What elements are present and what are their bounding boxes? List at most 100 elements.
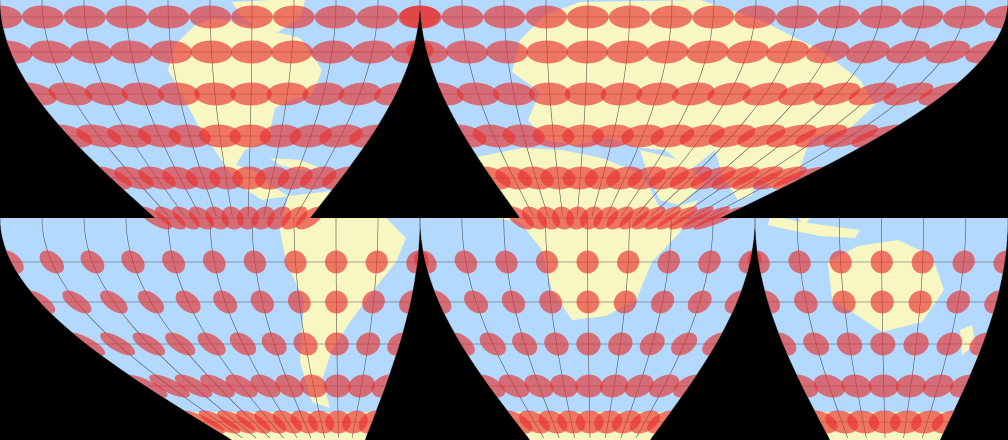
- tissot-ellipse: [687, 290, 712, 314]
- tissot-ellipse: [650, 290, 675, 314]
- tissot-ellipse: [639, 332, 665, 356]
- tissot-ellipse: [202, 250, 226, 274]
- tissot-ellipse: [806, 40, 850, 64]
- tissot-ellipse: [456, 82, 500, 106]
- tissot-ellipse: [495, 250, 518, 274]
- tissot-ellipse: [870, 332, 896, 356]
- tissot-ellipse: [936, 332, 963, 356]
- tissot-ellipse: [539, 290, 563, 314]
- tissot-ellipse: [566, 40, 609, 64]
- tissot-ellipse: [600, 374, 629, 398]
- tissot-ellipse: [788, 250, 811, 274]
- tissot-ellipse: [231, 5, 273, 29]
- tissot-ellipse: [576, 290, 600, 314]
- tissot-ellipse: [656, 206, 698, 230]
- tissot-ellipse: [883, 82, 934, 106]
- tissot-ellipse: [669, 206, 714, 230]
- tissot-ellipse: [803, 332, 830, 356]
- tissot-ellipse: [600, 82, 643, 106]
- tissot-ellipse: [229, 332, 257, 356]
- tissot-ellipse: [225, 374, 258, 398]
- tissot-ellipse: [908, 290, 932, 314]
- tissot-ellipse: [80, 250, 105, 274]
- tissot-ellipse: [848, 82, 897, 106]
- tissot-ellipse: [575, 374, 604, 398]
- land-caribbean: [270, 158, 320, 170]
- tissot-ellipse: [532, 124, 575, 148]
- tissot-ellipse: [284, 250, 307, 274]
- tissot-ellipse: [198, 410, 241, 434]
- tissot-ellipse: [464, 290, 489, 314]
- tissot-ellipse: [62, 290, 92, 314]
- tissot-ellipse: [859, 5, 902, 29]
- tissot-ellipse: [766, 124, 817, 148]
- tissot-ellipse: [365, 250, 388, 274]
- tissot-ellipse: [613, 290, 637, 314]
- tissot-ellipse: [121, 250, 145, 274]
- tissot-ellipse: [698, 250, 721, 274]
- tissot-ellipse: [952, 250, 975, 274]
- tissot-ellipse: [564, 82, 607, 106]
- tissot-ellipse: [993, 250, 1008, 274]
- tissot-ellipse: [775, 5, 818, 29]
- tissot-ellipse: [100, 332, 136, 356]
- tissot-ellipse: [48, 82, 93, 106]
- tissot-ellipse: [275, 374, 304, 398]
- tissot-ellipse: [189, 5, 232, 29]
- tissot-ellipse: [794, 290, 818, 314]
- tissot-ellipse: [441, 5, 484, 29]
- tissot-ellipse: [813, 82, 861, 106]
- tissot-ellipse: [813, 374, 845, 398]
- tissot-ellipse: [197, 332, 226, 356]
- tissot-ellipse: [681, 206, 730, 230]
- tissot-ellipse: [686, 40, 729, 64]
- tissot-ellipse: [155, 206, 186, 230]
- tissot-ellipse: [324, 332, 349, 356]
- tissot-ellipse: [903, 332, 929, 356]
- tissot-ellipse: [731, 166, 784, 190]
- tissot-ellipse: [870, 290, 894, 314]
- tissot-ellipse: [351, 40, 394, 64]
- tissot-ellipse: [362, 290, 385, 314]
- tissot-ellipse: [498, 374, 530, 398]
- tissot-ellipse: [293, 332, 318, 356]
- tissot-ellipse: [617, 250, 640, 274]
- tissot-ellipse: [895, 374, 927, 398]
- tissot-ellipse: [711, 166, 760, 190]
- tissot-ellipse: [608, 5, 651, 29]
- tissot-ellipse: [644, 206, 682, 230]
- land-north-america: [168, 18, 322, 200]
- tissot-ellipse: [157, 82, 200, 106]
- tissot-ellipse: [535, 250, 559, 274]
- tissot-ellipse: [175, 290, 201, 314]
- tissot-ellipse: [250, 374, 281, 398]
- tissot-ellipse: [483, 5, 526, 29]
- tissot-ellipse: [549, 374, 579, 398]
- tissot-ellipse: [841, 374, 872, 398]
- tissot-ellipse: [281, 206, 308, 230]
- tissot-ellipse: [29, 40, 73, 64]
- tissot-ellipse: [190, 40, 233, 64]
- tissot-ellipse: [502, 124, 545, 148]
- tissot-ellipse: [778, 82, 824, 106]
- tissot-ellipse: [492, 82, 535, 106]
- tissot-ellipse: [606, 206, 634, 230]
- tissot-ellipse: [766, 40, 809, 64]
- tissot-ellipse: [901, 5, 944, 29]
- tissot-ellipse: [794, 124, 848, 148]
- tissot-ellipse: [742, 82, 788, 106]
- tissot-ellipse: [150, 40, 193, 64]
- tissot-ellipse: [356, 5, 399, 29]
- tissot-ellipse: [121, 82, 164, 106]
- tissot-ellipse: [114, 166, 154, 190]
- tissot-ellipse: [632, 206, 666, 230]
- tissot-ellipse: [325, 290, 348, 314]
- tissot-ellipse: [984, 5, 1008, 29]
- tissot-ellipse: [132, 332, 166, 356]
- tissot-ellipse: [566, 5, 609, 29]
- tissot-ellipse: [194, 82, 236, 106]
- tissot-ellipse: [690, 166, 736, 190]
- tissot-ellipse: [726, 40, 769, 64]
- tissot-ellipse: [671, 82, 715, 106]
- tissot-ellipse: [528, 82, 571, 106]
